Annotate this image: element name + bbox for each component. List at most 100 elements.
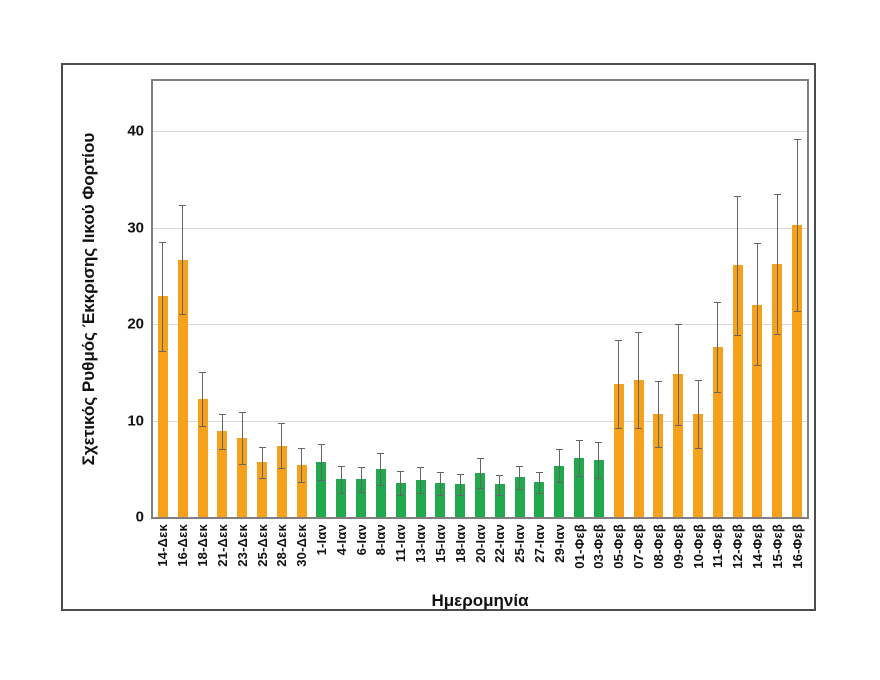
error-bar (400, 470, 402, 495)
error-bar-cap (615, 428, 623, 430)
bar (514, 477, 525, 517)
error-bar (538, 471, 540, 493)
bar (217, 431, 228, 517)
x-tick-label: 21-Δεκ (212, 524, 232, 584)
error-bar-cap (734, 334, 742, 336)
gridline (153, 131, 807, 133)
x-tick-label: 15-Φεβ (767, 524, 787, 584)
bar (494, 484, 505, 517)
bar (693, 413, 703, 517)
x-tick-label: 11-Φεβ (708, 524, 728, 584)
x-tick-label: 10-Φεβ (688, 524, 708, 584)
x-tick-label: 22-Ιαν (490, 524, 510, 584)
x-tick-label-text: 4-Ιαν (333, 524, 349, 556)
error-bar-cap (535, 471, 543, 473)
x-tick-label-text: 6-Ιαν (353, 524, 369, 556)
error-bar-cap (278, 423, 286, 425)
gridline (153, 420, 807, 422)
x-tick-label-text: 25-Δεκ (254, 524, 270, 567)
error-bar (618, 339, 620, 429)
bar (613, 383, 624, 517)
error-bar (281, 423, 283, 468)
x-tick-label: 1-Ιαν (311, 524, 331, 584)
error-bar-cap (654, 446, 662, 448)
x-tick-label-text: 13-Ιαν (413, 524, 429, 563)
error-bar (162, 242, 164, 352)
x-tick-label: 16-Φεβ (787, 524, 807, 584)
bar (435, 483, 446, 517)
error-bar-cap (337, 492, 345, 494)
error-bar (578, 439, 580, 477)
error-bar-cap (496, 494, 504, 496)
error-bar-cap (753, 243, 761, 245)
error-bar-cap (238, 411, 246, 413)
y-tick-label: 20 (127, 315, 144, 333)
x-tick-label: 15-Ιαν (430, 524, 450, 584)
error-bar-cap (793, 138, 801, 140)
error-bar (598, 441, 600, 479)
error-bar-cap (535, 492, 543, 494)
error-bar-cap (674, 324, 682, 326)
x-tick-label-text: 21-Δεκ (214, 524, 230, 567)
error-bar-cap (377, 485, 385, 487)
error-bar-cap (199, 426, 207, 428)
bar (772, 264, 783, 517)
x-tick-label-text: 8-Ιαν (373, 524, 389, 556)
error-bar (776, 193, 778, 334)
y-tick-label: 0 (135, 508, 144, 526)
error-bar-cap (317, 443, 325, 445)
x-tick-label-text: 03-Φεβ (591, 524, 607, 569)
x-tick-label-text: 28-Δεκ (274, 524, 290, 567)
error-bar (657, 380, 659, 447)
x-tick-label-text: 09-Φεβ (670, 524, 686, 569)
bar (593, 460, 604, 517)
bar (633, 380, 644, 517)
x-tick-label: 23-Δεκ (232, 524, 252, 584)
x-tick-label: 29-Ιαν (549, 524, 569, 584)
error-bar (558, 448, 560, 483)
error-bar-cap (357, 491, 365, 493)
x-tick-label-text: 22-Ιαν (492, 524, 508, 563)
error-bar-cap (476, 458, 484, 460)
error-bar-cap (397, 494, 405, 496)
bar (375, 468, 386, 517)
x-tick-label-text: 16-Φεβ (789, 524, 805, 569)
error-bar-cap (397, 470, 405, 472)
error-bar (420, 466, 422, 493)
x-tick-label: 20-Ιαν (470, 524, 490, 584)
x-tick-label: 16-Δεκ (173, 524, 193, 584)
x-tick-label: 08-Φεβ (648, 524, 668, 584)
error-bar-cap (773, 333, 781, 335)
error-bar-cap (417, 466, 425, 468)
error-bar-cap (238, 463, 246, 465)
x-tick-label-text: 27-Ιαν (531, 524, 547, 563)
x-tick-label-text: 20-Ιαν (472, 524, 488, 563)
bar (673, 374, 684, 517)
gridline (153, 324, 807, 326)
y-tick-label: 10 (127, 412, 144, 430)
error-bar (320, 443, 322, 481)
error-bar-cap (575, 439, 583, 441)
error-bar-cap (218, 448, 226, 450)
error-bar-cap (317, 480, 325, 482)
error-bar-cap (714, 301, 722, 303)
error-bar-cap (159, 351, 167, 353)
x-tick-label: 03-Φεβ (589, 524, 609, 584)
error-bar (697, 380, 699, 448)
error-bar-cap (159, 242, 167, 244)
error-bar-cap (417, 492, 425, 494)
bar (534, 482, 545, 517)
error-bar (638, 331, 640, 429)
x-tick-label: 18-Ιαν (450, 524, 470, 584)
x-tick-label: 25-Ιαν (510, 524, 530, 584)
error-bar (380, 453, 382, 486)
x-tick-label: 07-Φεβ (629, 524, 649, 584)
error-bar-cap (753, 364, 761, 366)
error-bar (340, 465, 342, 493)
error-bar-cap (199, 372, 207, 374)
error-bar (737, 195, 739, 335)
x-tick-label: 6-Ιαν (351, 524, 371, 584)
x-tick-label-text: 10-Φεβ (690, 524, 706, 569)
x-tick-label-text: 07-Φεβ (631, 524, 647, 569)
error-bar (439, 471, 441, 495)
